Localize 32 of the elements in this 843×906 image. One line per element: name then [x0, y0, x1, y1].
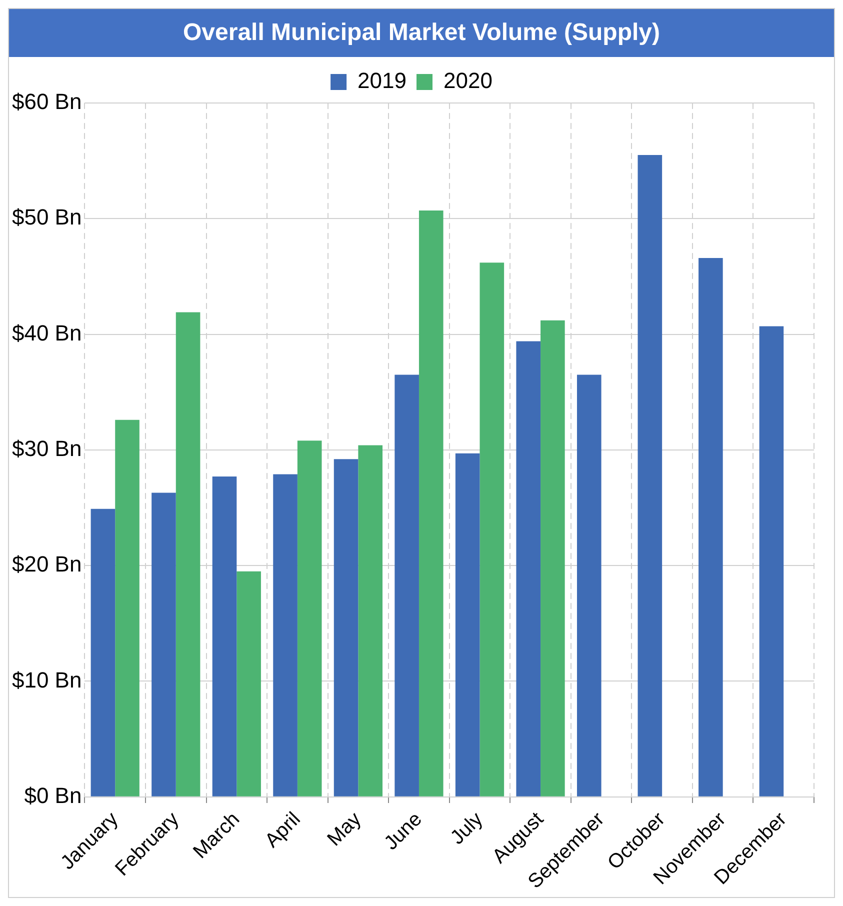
legend-label: 2019 [358, 68, 407, 94]
y-tick-label: $30 Bn [12, 436, 82, 461]
bar [576, 374, 602, 796]
bar [394, 374, 419, 796]
bar [480, 262, 504, 796]
bar [540, 320, 565, 796]
bar [176, 312, 200, 796]
y-tick-label: $20 Bn [12, 552, 82, 577]
bar [334, 459, 358, 796]
legend-label: 2020 [444, 68, 492, 94]
bar [759, 326, 784, 796]
y-tick-label: $0 Bn [24, 782, 82, 808]
y-tick-label: $60 Bn [12, 89, 82, 114]
bar [455, 453, 480, 796]
bar [90, 508, 116, 796]
y-tick-label: $40 Bn [12, 320, 82, 346]
bar [297, 440, 322, 796]
bar [115, 420, 140, 796]
y-tick-label: $50 Bn [12, 204, 82, 230]
bar [418, 210, 444, 796]
chart-title: Overall Municipal Market Volume (Supply) [9, 9, 834, 57]
bar [358, 445, 383, 796]
x-tick-label: May [323, 808, 366, 850]
bar [236, 571, 261, 796]
bar [698, 258, 723, 796]
bar [212, 476, 237, 796]
y-tick-label: $10 Bn [12, 667, 82, 692]
bar [273, 474, 298, 796]
bar [638, 155, 662, 796]
bar [516, 341, 541, 796]
bar [152, 492, 176, 796]
x-tick-label: July [446, 808, 488, 849]
